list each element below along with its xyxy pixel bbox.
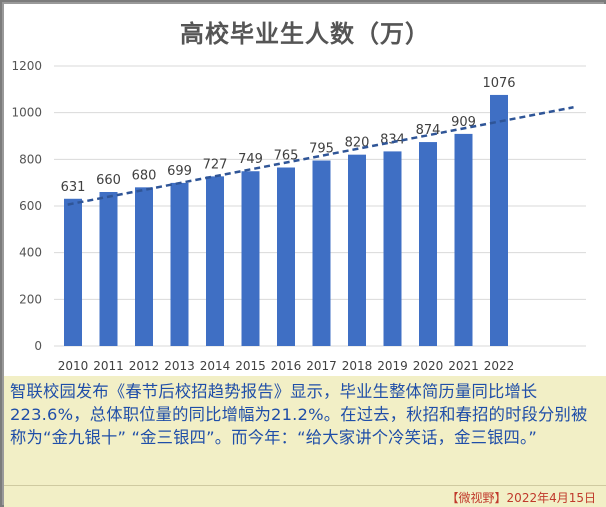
x-tick-label: 2013	[164, 359, 195, 373]
y-tick-label: 0	[34, 339, 42, 353]
data-label: 909	[451, 115, 476, 130]
x-tick-label: 2019	[377, 359, 408, 373]
bar	[277, 167, 295, 346]
trendline	[67, 106, 574, 206]
y-tick-label: 800	[19, 152, 42, 166]
data-label: 749	[238, 152, 263, 167]
bar	[348, 154, 366, 346]
data-label: 874	[416, 123, 441, 138]
bar	[490, 94, 508, 346]
data-label: 765	[274, 149, 299, 164]
y-tick-label: 400	[19, 246, 42, 260]
bar	[206, 176, 224, 346]
y-tick-label: 600	[19, 199, 42, 213]
bar-chart: 0 200 400 600 800 1000 1200 631 2010 660 2011 680 20…	[11, 59, 586, 373]
chart-title: 高校毕业生人数（万）	[180, 20, 430, 48]
bar	[64, 198, 82, 346]
bar	[383, 151, 402, 346]
data-label: 727	[203, 157, 228, 172]
data-label: 834	[380, 132, 405, 147]
data-label: 1076	[482, 76, 515, 91]
x-tick-label: 2011	[93, 359, 124, 373]
data-label: 795	[309, 142, 334, 157]
bar	[454, 133, 473, 346]
bar	[99, 192, 118, 346]
bar	[419, 142, 437, 346]
x-tick-label: 2017	[306, 359, 337, 373]
x-tick-label: 2010	[58, 359, 89, 373]
x-tick-label: 2015	[235, 359, 266, 373]
x-tick-label: 2021	[448, 359, 479, 373]
data-label: 680	[132, 168, 157, 183]
source-bar: 【微视野】2022年4月15日	[4, 485, 606, 507]
y-tick-label: 1000	[11, 106, 42, 120]
chart-panel: 高校毕业生人数（万） 0 200 400 600 800 1000 1200 631 2010 6…	[4, 4, 606, 376]
data-label: 699	[167, 164, 192, 179]
x-tick-label: 2016	[271, 359, 302, 373]
x-tick-label: 2018	[342, 359, 373, 373]
x-tick-label: 2020	[413, 359, 444, 373]
x-tick-label: 2022	[484, 359, 515, 373]
data-label: 631	[61, 180, 86, 195]
x-tick-label: 2014	[200, 359, 231, 373]
bar	[170, 182, 189, 346]
bar	[135, 187, 153, 346]
bar	[241, 171, 260, 346]
x-tick-label: 2012	[129, 359, 160, 373]
y-tick-label: 1200	[11, 59, 42, 73]
bar	[312, 160, 331, 346]
data-label: 660	[96, 173, 121, 188]
caption-panel: 智联校园发布《春节后校招趋势报告》显示，毕业生整体简历量同比增长223.6%，总…	[4, 376, 606, 485]
source-label: 【微视野】2022年4月15日	[446, 491, 596, 505]
y-tick-label: 200	[19, 292, 42, 306]
caption-text: 智联校园发布《春节后校招趋势报告》显示，毕业生整体简历量同比增长223.6%，总…	[10, 382, 588, 447]
